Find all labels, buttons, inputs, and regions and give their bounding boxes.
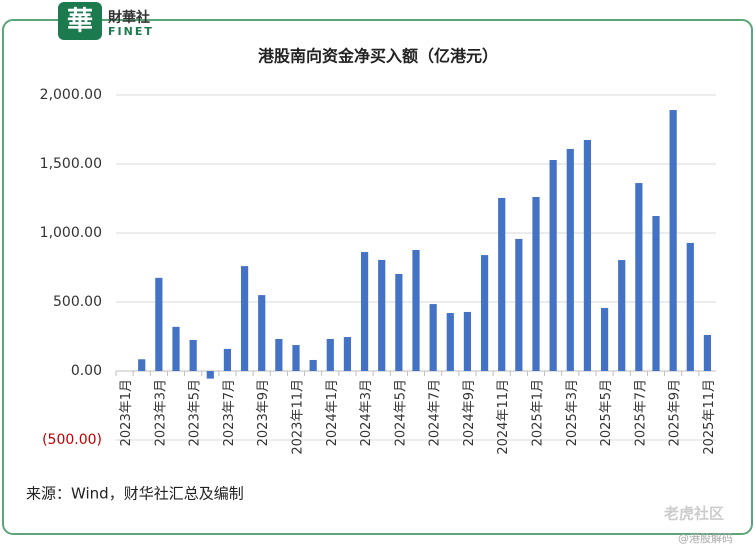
- bar: [549, 159, 557, 371]
- x-tick-label: 2023年1月: [119, 379, 134, 446]
- bar: [412, 249, 420, 371]
- bar: [343, 337, 352, 371]
- bar: [275, 338, 283, 371]
- bar: [429, 304, 437, 371]
- logo-name: 財華社: [107, 9, 150, 26]
- source-note: 来源：Wind，财华社汇总及编制: [26, 485, 244, 503]
- bar: [618, 260, 626, 371]
- bar: [463, 311, 472, 371]
- y-tick-label: 0.00: [71, 363, 102, 379]
- bar: [172, 326, 180, 371]
- bar: [583, 139, 592, 371]
- bar: [532, 196, 540, 371]
- bar: [446, 313, 454, 371]
- x-tick-label: 2023年9月: [256, 379, 271, 446]
- bar: [600, 307, 609, 371]
- footer-brand: 老虎社区: [663, 505, 724, 523]
- x-tick-label: 2024年3月: [359, 379, 374, 446]
- bar: [326, 338, 334, 371]
- bar: [703, 334, 712, 371]
- footer-handle: @港股解码: [678, 531, 733, 545]
- bar: [480, 255, 489, 371]
- bar: [360, 252, 369, 371]
- x-tick-label: 2024年7月: [428, 379, 443, 446]
- bar: [686, 242, 694, 371]
- x-tick-label: 2024年11月: [496, 379, 511, 455]
- bar: [566, 148, 574, 371]
- y-tick-label: 1,500.00: [40, 156, 102, 172]
- bar: [498, 197, 506, 371]
- bar: [652, 216, 660, 371]
- x-tick-label: 2025年5月: [599, 379, 614, 446]
- bar: [395, 273, 403, 371]
- bar: [309, 359, 317, 371]
- x-tick-label: 2023年3月: [153, 379, 168, 446]
- y-tick-label: 500.00: [53, 294, 102, 310]
- bar: [669, 110, 677, 372]
- bar: [240, 266, 249, 371]
- x-tick-label: 2025年9月: [668, 379, 683, 446]
- bar: [378, 259, 386, 371]
- bar: [292, 345, 300, 371]
- bar: [155, 277, 163, 371]
- frame: [2, 19, 753, 535]
- bar: [223, 348, 232, 371]
- y-tick-label: 2,000.00: [40, 87, 102, 103]
- chart-title: 港股南向资金净买入额（亿港元）: [258, 47, 498, 66]
- bar: [206, 371, 214, 379]
- x-tick-label: 2025年3月: [565, 379, 580, 446]
- bar: [189, 339, 197, 371]
- bar: [635, 183, 643, 371]
- bar: [138, 359, 146, 371]
- bar: [515, 238, 523, 371]
- y-tick-label: (500.00): [42, 432, 102, 448]
- x-tick-label: 2025年7月: [633, 379, 648, 446]
- x-tick-label: 2024年9月: [462, 379, 477, 446]
- x-tick-label: 2024年5月: [393, 379, 408, 446]
- logo-badge: [58, 2, 102, 40]
- x-tick-label: 2023年11月: [291, 379, 306, 455]
- x-tick-label: 2025年1月: [531, 379, 546, 446]
- x-tick-label: 2025年11月: [702, 379, 717, 455]
- x-tick-label: 2024年1月: [325, 379, 340, 446]
- logo-mark: 華: [67, 7, 93, 37]
- logo-sub: FINET: [108, 25, 154, 38]
- x-tick-label: 2023年7月: [222, 379, 237, 446]
- y-tick-label: 1,000.00: [40, 225, 102, 241]
- x-tick-label: 2023年5月: [188, 379, 203, 446]
- bar: [258, 295, 266, 371]
